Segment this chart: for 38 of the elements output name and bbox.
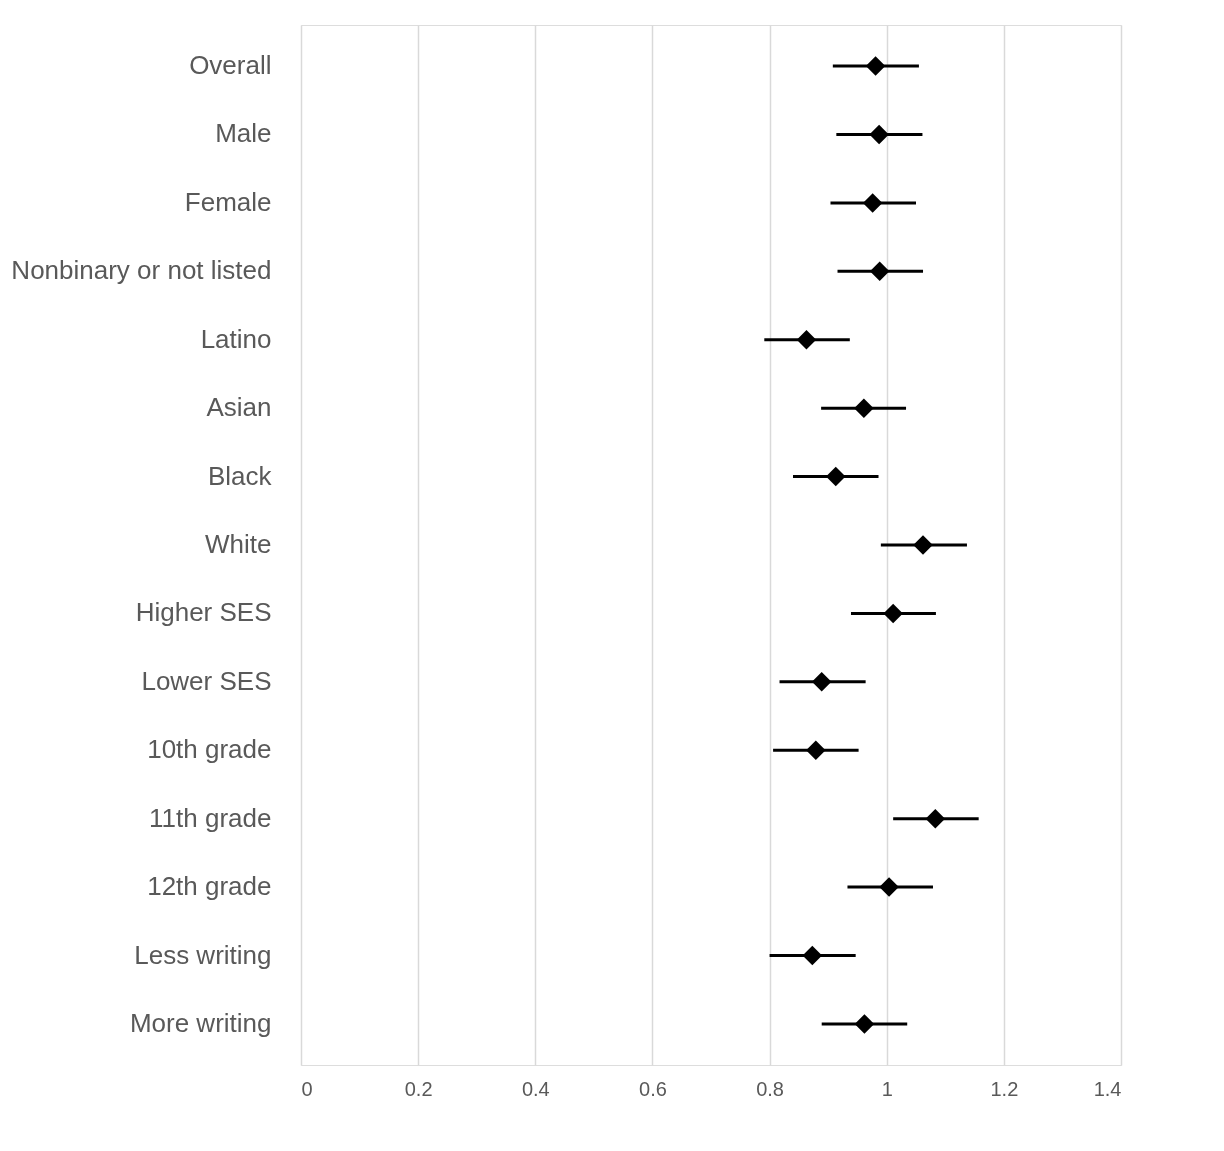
- y-tick-label: White: [205, 529, 272, 559]
- y-tick-label: More writing: [129, 1007, 272, 1038]
- point: [879, 877, 899, 897]
- x-tick-label: 0.8: [756, 1077, 784, 1100]
- point: [802, 945, 823, 966]
- point: [913, 535, 933, 555]
- x-tick-label: 1: [881, 1077, 893, 1100]
- y-tick-label: 11th grade: [149, 802, 272, 833]
- point: [854, 1014, 875, 1034]
- x-tick-label: 1.2: [990, 1077, 1019, 1100]
- point: [806, 740, 826, 761]
- y-tick-label: Asian: [206, 392, 272, 423]
- y-tick-label: Black: [207, 460, 273, 491]
- y-tick-label: Latino: [200, 323, 272, 354]
- y-tick-label: 12th grade: [147, 871, 272, 902]
- x-tick-label: 0.4: [521, 1077, 550, 1100]
- y-tick-label: Overall: [189, 50, 272, 81]
- y-tick-label: 10th grade: [147, 734, 272, 765]
- point: [796, 329, 817, 350]
- x-tick-label: 0.2: [404, 1077, 433, 1100]
- point: [869, 124, 889, 145]
- point: [854, 398, 874, 418]
- y-tick-label: Male: [215, 118, 272, 149]
- point: [826, 466, 846, 487]
- point: [865, 56, 886, 76]
- x-tick-label: 0.6: [639, 1077, 667, 1100]
- y-tick-label: Nonbinary or not listed: [11, 255, 272, 286]
- point: [883, 603, 903, 624]
- x-tick-label: 1.4: [1093, 1077, 1122, 1100]
- y-tick-label: Female: [184, 186, 272, 217]
- y-tick-label: Lower SES: [141, 665, 272, 696]
- point: [869, 261, 890, 282]
- y-tick-label: Less writing: [134, 939, 272, 970]
- y-tick-label: Higher SES: [135, 597, 272, 628]
- point: [811, 672, 832, 692]
- point: [925, 808, 946, 829]
- x-tick-label: 0: [301, 1077, 313, 1100]
- point: [862, 193, 883, 213]
